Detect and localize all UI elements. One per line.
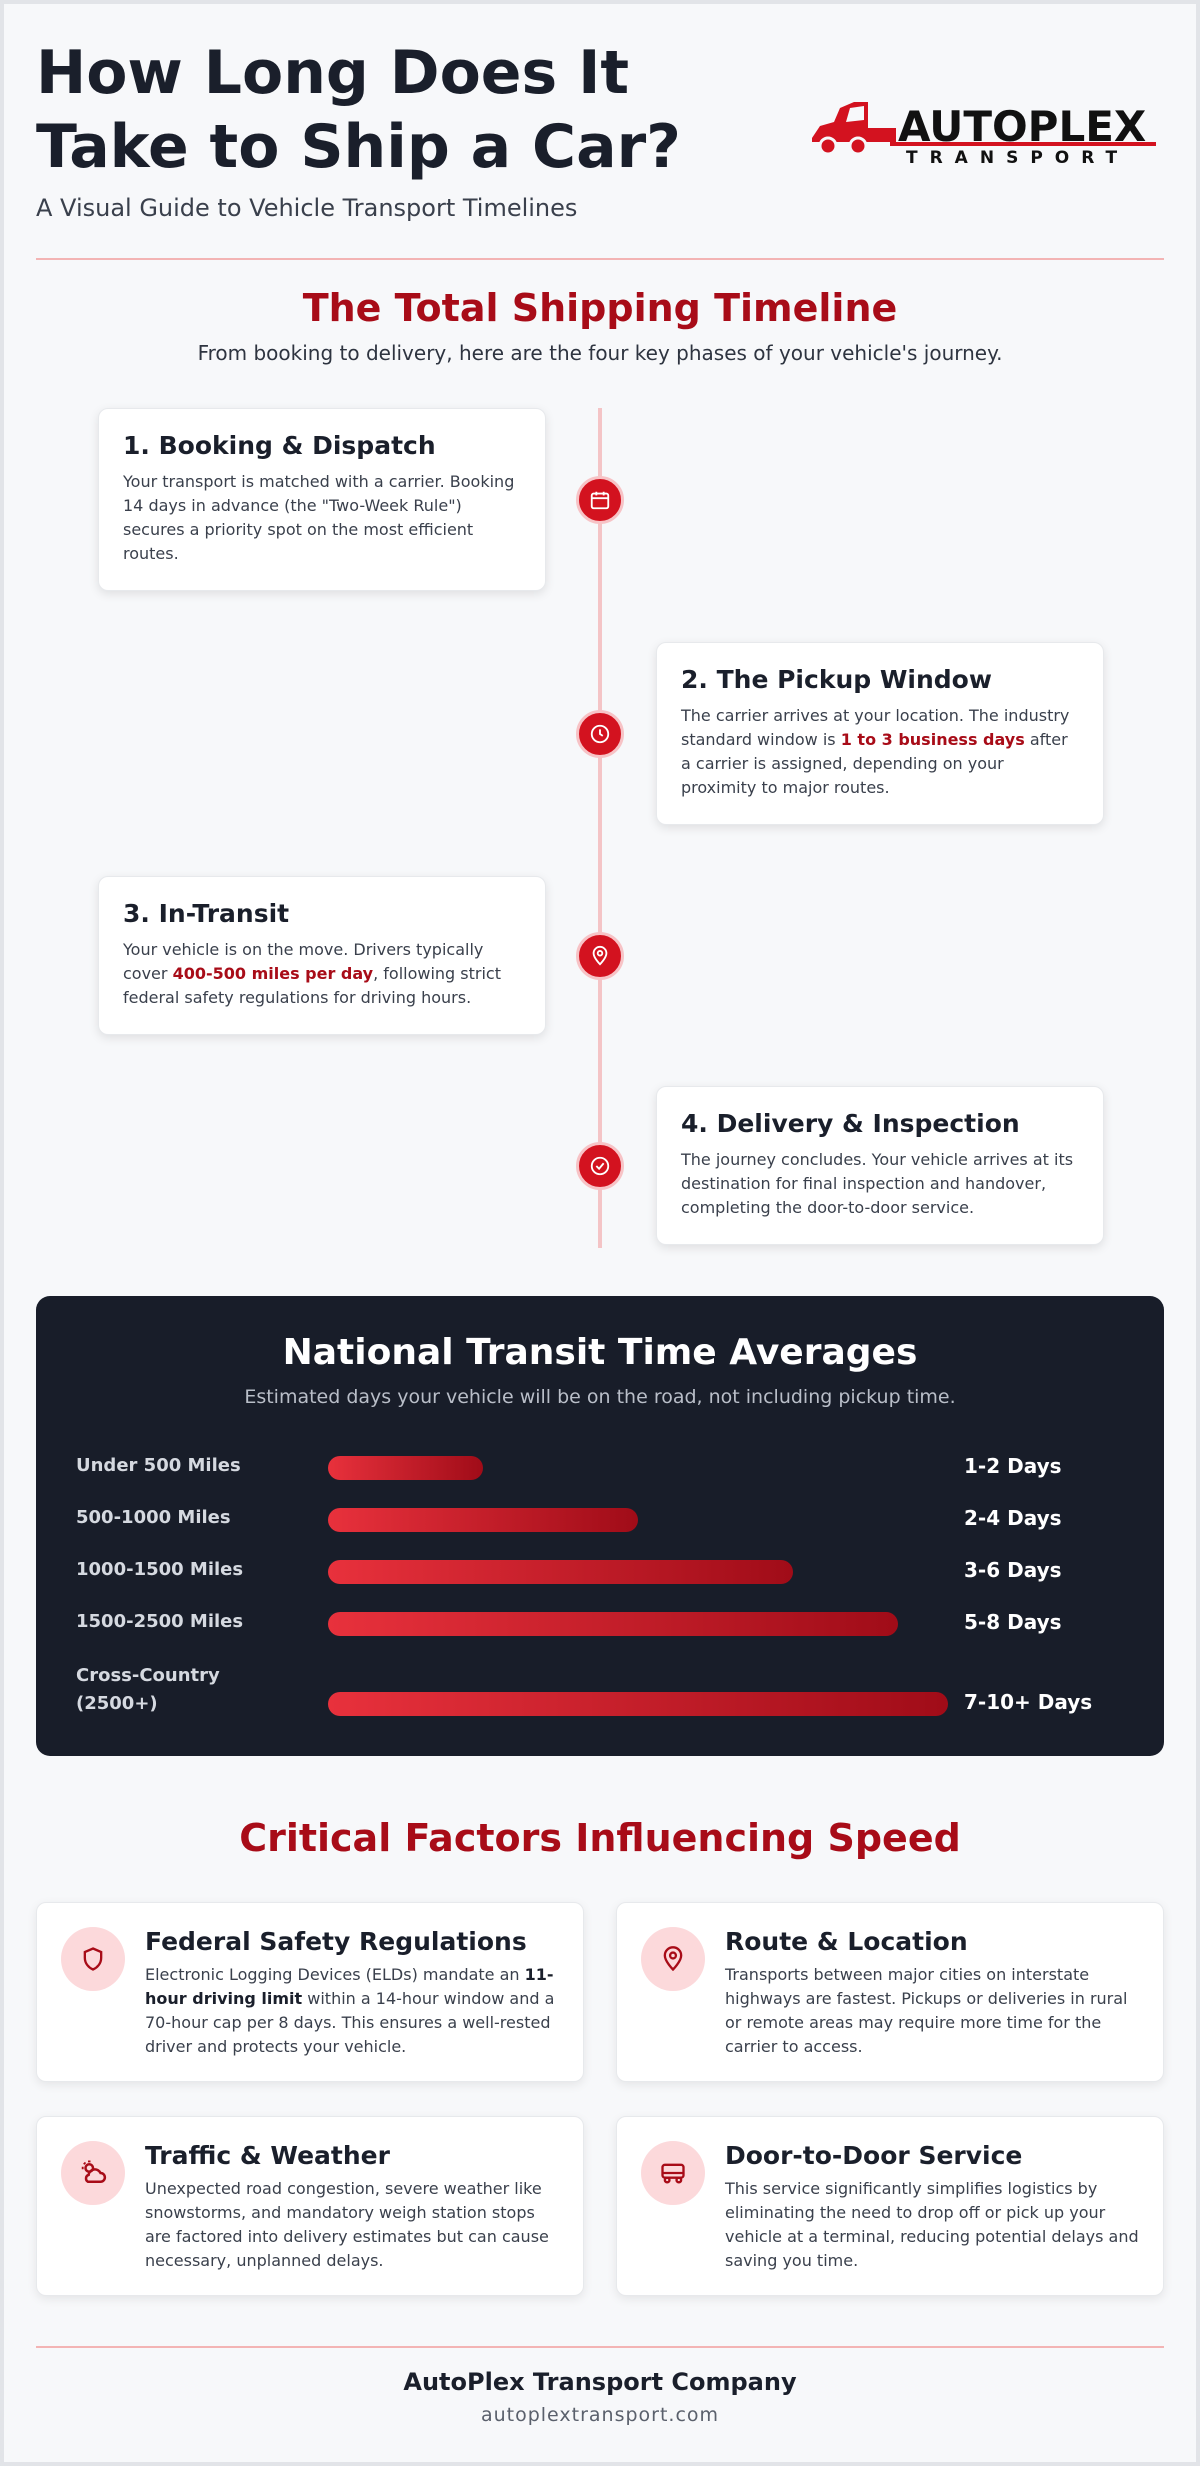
transit-row-value: 1-2 Days: [964, 1454, 1062, 1478]
factor-title: Federal Safety Regulations: [145, 1927, 527, 1956]
step-title: 1. Booking & Dispatch: [123, 431, 436, 460]
step-title: 2. The Pickup Window: [681, 665, 992, 694]
page-title: How Long Does It Take to Ship a Car?: [36, 38, 681, 182]
footer-company: AutoPlex Transport Company: [403, 2368, 797, 2396]
transit-row-value: 2-4 Days: [964, 1506, 1062, 1530]
timeline-step-3: 3. In-Transit Your vehicle is on the mov…: [98, 876, 546, 1035]
check-circle-icon: [576, 1142, 624, 1190]
company-logo: AUTOPLEX TRANSPORT: [810, 98, 1156, 168]
transit-subtitle: Estimated days your vehicle will be on t…: [244, 1386, 956, 1408]
step-highlight: 1 to 3 business days: [840, 730, 1025, 749]
step-title: 3. In-Transit: [123, 899, 290, 928]
transit-row-value: 7-10+ Days: [964, 1690, 1093, 1714]
transit-row-value: 3-6 Days: [964, 1558, 1062, 1582]
factor-title: Door-to-Door Service: [725, 2141, 1023, 2170]
timeline-step-1: 1. Booking & Dispatch Your transport is …: [98, 408, 546, 591]
logo-underline: [890, 142, 1156, 146]
transit-bar-track: [328, 1560, 948, 1584]
timeline-step-4: 4. Delivery & Inspection The journey con…: [656, 1086, 1104, 1245]
transit-row-label: Cross-Country (2500+): [76, 1665, 220, 1714]
factor-card: Traffic & Weather Unexpected road conges…: [36, 2116, 584, 2296]
factors-title: Critical Factors Influencing Speed: [239, 1816, 961, 1860]
factor-title: Traffic & Weather: [145, 2141, 390, 2170]
timeline-subtitle: From booking to delivery, here are the f…: [197, 341, 1003, 365]
page-subtitle: A Visual Guide to Vehicle Transport Time…: [36, 194, 578, 222]
transit-bar-track: [328, 1456, 948, 1480]
factor-text-part: within a 14-hour window and a 70-hour ca…: [145, 1989, 555, 2056]
factor-card: Federal Safety Regulations Electronic Lo…: [36, 1902, 584, 2082]
transit-row-value: 5-8 Days: [964, 1610, 1062, 1634]
factor-text: Unexpected road congestion, severe weath…: [145, 2179, 549, 2270]
transit-row-label: 1500-2500 Miles: [76, 1611, 244, 1632]
transit-row-label: Under 500 Miles: [76, 1455, 241, 1476]
step-text: The journey concludes. Your vehicle arri…: [681, 1150, 1074, 1217]
transit-bar-track: [328, 1612, 948, 1636]
transit-row-label: 500-1000 Miles: [76, 1507, 231, 1528]
timeline-line: [598, 408, 602, 1248]
transit-bar-track: [328, 1692, 948, 1716]
step-highlight: 400-500 miles per day: [172, 964, 374, 983]
logo-tagline: TRANSPORT: [906, 148, 1130, 168]
shield-icon: [61, 1927, 125, 1991]
footer-url-link[interactable]: autoplextransport.com: [480, 2404, 720, 2426]
transit-bar-track: [328, 1508, 948, 1532]
step-text: Your vehicle is on the move. Drivers typ…: [123, 938, 521, 1010]
step-text-part: The carrier arrives at your location. Th…: [681, 706, 1070, 749]
truck-icon: [641, 2141, 705, 2205]
step-text-part: after a carrier is assigned, depending o…: [681, 730, 1068, 797]
calendar-icon: [576, 476, 624, 524]
step-text-part: Your vehicle is on the move. Drivers typ…: [123, 940, 484, 983]
transit-row-label: 1000-1500 Miles: [76, 1559, 244, 1580]
step-text: The carrier arrives at your location. Th…: [681, 704, 1079, 800]
factor-card: Route & Location Transports between majo…: [616, 1902, 1164, 2082]
transit-bar: [328, 1456, 483, 1480]
timeline-step-2: 2. The Pickup Window The carrier arrives…: [656, 642, 1104, 825]
header: How Long Does It Take to Ship a Car? A V…: [36, 36, 1164, 236]
factor-title: Route & Location: [725, 1927, 968, 1956]
factor-bold: 11-hour driving limit: [145, 1965, 554, 2008]
transit-bar: [328, 1612, 899, 1636]
cloud-sun-icon: [61, 2141, 125, 2205]
factor-text: Transports between major cities on inter…: [725, 1965, 1128, 2056]
transit-bar: [328, 1560, 793, 1584]
transit-title: National Transit Time Averages: [282, 1332, 918, 1373]
transit-bar: [328, 1692, 948, 1716]
step-text-part: , following strict federal safety regula…: [123, 964, 501, 1007]
factor-text: This service significantly simplifies lo…: [725, 2179, 1139, 2270]
factor-card: Door-to-Door Service This service signif…: [616, 2116, 1164, 2296]
step-title: 4. Delivery & Inspection: [681, 1109, 1020, 1138]
footer-divider: [36, 2346, 1164, 2348]
header-divider: [36, 258, 1164, 260]
factor-text: Electronic Logging Devices (ELDs) mandat…: [145, 1963, 561, 2059]
transit-panel: National Transit Time Averages Estimated…: [36, 1296, 1164, 1756]
truck-logo-icon: [812, 102, 896, 156]
timeline-title: The Total Shipping Timeline: [302, 286, 898, 330]
location-pin-icon: [641, 1927, 705, 1991]
clock-icon: [576, 710, 624, 758]
step-text: Your transport is matched with a carrier…: [123, 472, 515, 563]
transit-bar: [328, 1508, 638, 1532]
factor-text-part: Electronic Logging Devices (ELDs) mandat…: [145, 1965, 525, 1984]
map-pin-icon: [576, 932, 624, 980]
